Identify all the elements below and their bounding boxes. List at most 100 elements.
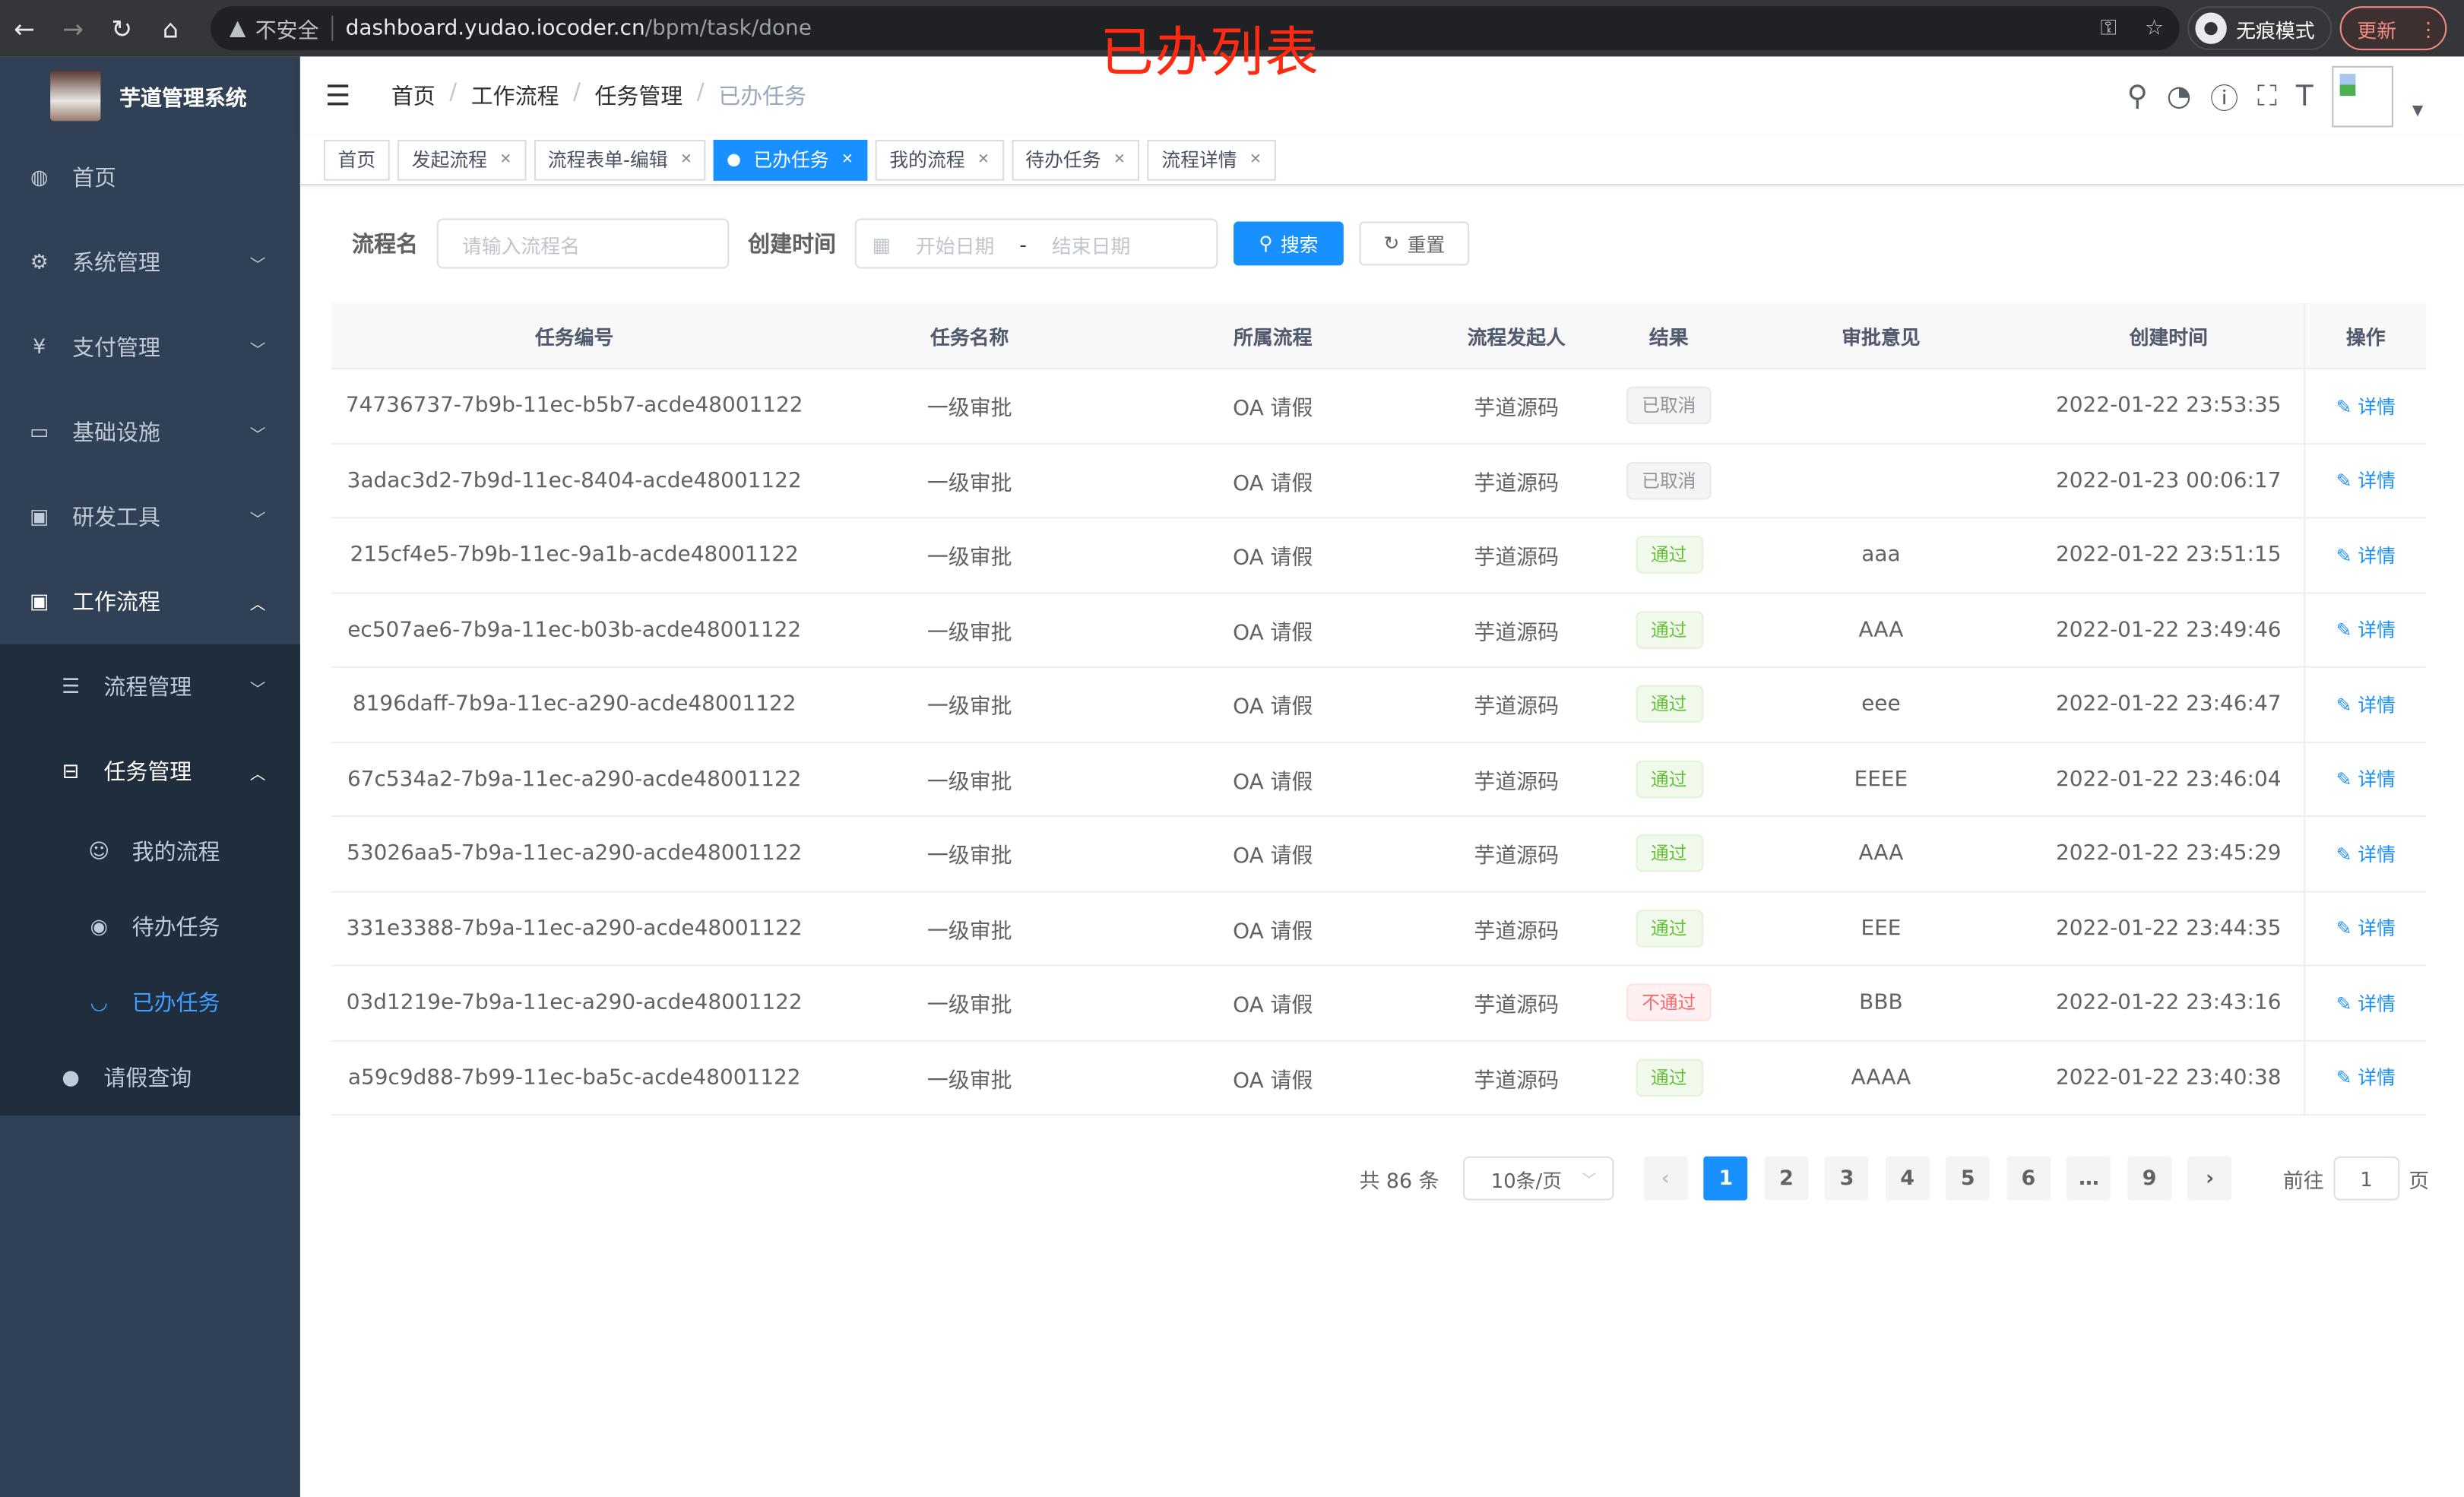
reset-button[interactable]: ↻ 重置 — [1359, 221, 1470, 266]
url-path: /bpm/task/done — [645, 15, 812, 41]
search-icon[interactable]: ⚲ — [2127, 80, 2148, 113]
sidebar-logo[interactable]: 芋道管理系统 — [0, 56, 300, 135]
close-icon[interactable]: ✕ — [841, 151, 854, 168]
next-page-button[interactable]: › — [2187, 1156, 2232, 1201]
hamburger-icon[interactable]: ☰ — [325, 79, 351, 112]
page-button[interactable]: 4 — [1885, 1156, 1930, 1201]
reload-icon[interactable]: ↻ — [111, 13, 133, 43]
breadcrumb-item[interactable]: 首页 — [391, 84, 435, 110]
table-row: a59c9d88-7b99-11ec-ba5c-acde48001122 一级审… — [331, 1040, 2427, 1116]
tag-home[interactable]: 首页 — [323, 138, 390, 180]
breadcrumb-item-current: 已办任务 — [718, 84, 807, 110]
task-name: 一级审批 — [926, 919, 1012, 945]
task-name: 一级审批 — [926, 620, 1012, 646]
tag-todo[interactable]: 待办任务 ✕ — [1011, 138, 1140, 180]
close-icon[interactable]: ✕ — [1249, 151, 1262, 168]
forward-icon[interactable]: → — [62, 13, 84, 43]
process-name-input[interactable]: 请输入流程名 — [436, 218, 730, 269]
header-cell: 流程发起人 — [1467, 324, 1566, 350]
page-button[interactable]: 3 — [1825, 1156, 1870, 1201]
start-date[interactable]: 开始日期 — [916, 233, 995, 258]
sidebar-item-system[interactable]: ⚙ 系统管理 ﹀ — [0, 220, 300, 305]
detail-button[interactable]: ✎ 详情 — [2336, 989, 2396, 1016]
close-icon[interactable]: ✕ — [977, 151, 990, 168]
edit-icon: ✎ — [2336, 992, 2352, 1015]
menu-label: 已办任务 — [131, 991, 220, 1017]
header-cell: 任务名称 — [930, 324, 1009, 350]
breadcrumb-item[interactable]: 任务管理 — [594, 84, 683, 110]
end-date[interactable]: 结束日期 — [1051, 233, 1131, 258]
back-icon[interactable]: ← — [14, 13, 35, 43]
incognito-label: 无痕模式 — [2236, 17, 2315, 42]
page-button[interactable]: 9 — [2127, 1156, 2172, 1201]
toolbox-icon: ▣ — [29, 590, 49, 614]
tag-my-process[interactable]: 我的流程 ✕ — [875, 138, 1004, 180]
page-button[interactable]: … — [2067, 1156, 2111, 1201]
edit-icon: ✎ — [2336, 470, 2352, 492]
create-time: 2022-01-23 00:06:17 — [2056, 467, 2282, 493]
address-bar[interactable]: ▲ 不安全 dashboard.yudao.iocoder.cn/bpm/tas… — [211, 6, 2180, 51]
page-button[interactable]: 5 — [1946, 1156, 1991, 1201]
page-button[interactable]: 2 — [1764, 1156, 1809, 1201]
tag-label: 流程详情 — [1161, 149, 1237, 172]
detail-button[interactable]: ✎ 详情 — [2336, 691, 2396, 717]
tag-form-edit[interactable]: 流程表单-编辑 ✕ — [534, 138, 707, 180]
avatar[interactable] — [2332, 65, 2394, 128]
page-button[interactable]: 6 — [2006, 1156, 2051, 1201]
sidebar-item-home[interactable]: ◍ 首页 — [0, 135, 300, 220]
sidebar-item-todo[interactable]: ◉ 待办任务 — [0, 889, 300, 964]
browser-toolbar: ← → ↻ ⌂ ▲ 不安全 dashboard.yudao.iocoder.cn… — [0, 0, 2464, 57]
detail-button[interactable]: ✎ 详情 — [2336, 616, 2396, 643]
detail-button[interactable]: ✎ 详情 — [2336, 467, 2396, 494]
tag-process-detail[interactable]: 流程详情 ✕ — [1147, 138, 1276, 180]
sidebar-item-workflow[interactable]: ▣ 工作流程 ︿ — [0, 559, 300, 644]
prev-page-button[interactable]: ‹ — [1643, 1156, 1688, 1201]
process-name: OA 请假 — [1233, 769, 1313, 795]
navbar: ☰ 首页 / 工作流程 / 任务管理 / 已办任务 ⚲ ◔ ⓘ ⛶ T ▼ — [299, 56, 2464, 135]
incognito-badge[interactable]: ● 无痕模式 — [2187, 6, 2333, 51]
search-button[interactable]: ⚲ 搜索 — [1234, 221, 1344, 266]
github-icon[interactable]: ◔ — [2166, 80, 2192, 113]
home-icon[interactable]: ⌂ — [162, 13, 179, 43]
menu-label: 请假查询 — [103, 1066, 192, 1092]
calendar-icon: ▦ — [872, 231, 891, 255]
caret-down-icon[interactable]: ▼ — [2412, 103, 2424, 119]
detail-button[interactable]: ✎ 详情 — [2336, 840, 2396, 867]
sidebar-item-process-manage[interactable]: ☰ 流程管理 ﹀ — [0, 644, 300, 730]
detail-button[interactable]: ✎ 详情 — [2336, 1064, 2396, 1090]
sidebar-item-my-process[interactable]: ☺ 我的流程 — [0, 814, 300, 889]
star-icon[interactable]: ☆ — [2145, 15, 2165, 41]
tag-start-process[interactable]: 发起流程 ✕ — [397, 138, 526, 180]
sidebar-item-infra[interactable]: ▭ 基础设施 ﹀ — [0, 390, 300, 475]
page-button[interactable]: 1 — [1703, 1156, 1748, 1201]
tag-label: 我的流程 — [889, 149, 965, 172]
font-size-icon[interactable]: T — [2295, 80, 2314, 113]
goto-page-input[interactable]: 1 — [2333, 1156, 2399, 1201]
edit-icon: ✎ — [2336, 768, 2352, 791]
sidebar-item-task-manage[interactable]: ⊟ 任务管理 ︿ — [0, 729, 300, 814]
update-button[interactable]: 更新 ⋮ — [2339, 6, 2447, 51]
tag-done-tasks[interactable]: 已办任务 ✕ — [714, 138, 868, 180]
close-icon[interactable]: ✕ — [499, 151, 512, 168]
detail-button[interactable]: ✎ 详情 — [2336, 542, 2396, 568]
tag-label: 已办任务 — [753, 149, 829, 172]
close-icon[interactable]: ✕ — [680, 151, 692, 168]
more-icon: ⋮ — [2418, 16, 2438, 40]
sidebar-item-done[interactable]: ◡ 已办任务 — [0, 965, 300, 1040]
fullscreen-icon[interactable]: ⛶ — [2257, 80, 2278, 113]
process-name: OA 请假 — [1233, 843, 1313, 869]
sidebar-item-pay[interactable]: ¥ 支付管理 ﹀ — [0, 305, 300, 390]
detail-button[interactable]: ✎ 详情 — [2336, 765, 2396, 792]
key-icon[interactable]: ⚿ — [2100, 15, 2117, 41]
breadcrumb-item[interactable]: 工作流程 — [470, 84, 559, 110]
close-icon[interactable]: ✕ — [1113, 151, 1126, 168]
help-icon[interactable]: ⓘ — [2210, 82, 2239, 116]
date-range-picker[interactable]: ▦ 开始日期 - 结束日期 — [854, 218, 1218, 269]
detail-button[interactable]: ✎ 详情 — [2336, 392, 2396, 419]
sidebar-item-devtools[interactable]: ▣ 研发工具 ﹀ — [0, 474, 300, 559]
detail-button[interactable]: ✎ 详情 — [2336, 915, 2396, 942]
task-name: 一级审批 — [926, 993, 1012, 1019]
page-size-select[interactable]: 10条/页 ﹀ — [1462, 1156, 1614, 1201]
sidebar-item-leave[interactable]: ● 请假查询 — [0, 1040, 300, 1116]
tag-label: 待办任务 — [1025, 149, 1101, 172]
